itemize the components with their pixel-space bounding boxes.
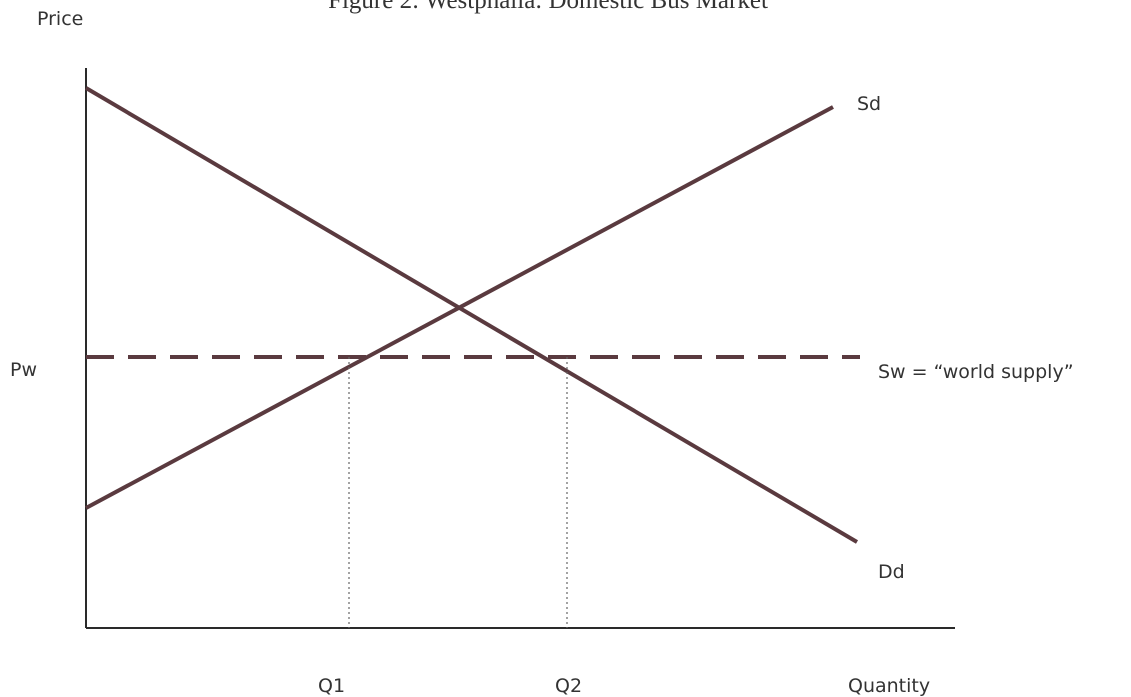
world-supply-label: Sw = “world supply” [878, 361, 1074, 383]
y-axis-label: Price [37, 8, 83, 30]
sd-label: Sd [857, 93, 881, 115]
supply-curve [85, 105, 834, 510]
x-axis-label: Quantity [848, 675, 930, 697]
figure-title: Figure 2: Westphalia: Domestic Bus Marke… [328, 0, 768, 14]
q2-label: Q2 [555, 675, 582, 697]
dd-label: Dd [878, 561, 905, 583]
q1-label: Q1 [318, 675, 345, 697]
pw-label: Pw [10, 359, 37, 381]
demand-curve [84, 86, 859, 544]
